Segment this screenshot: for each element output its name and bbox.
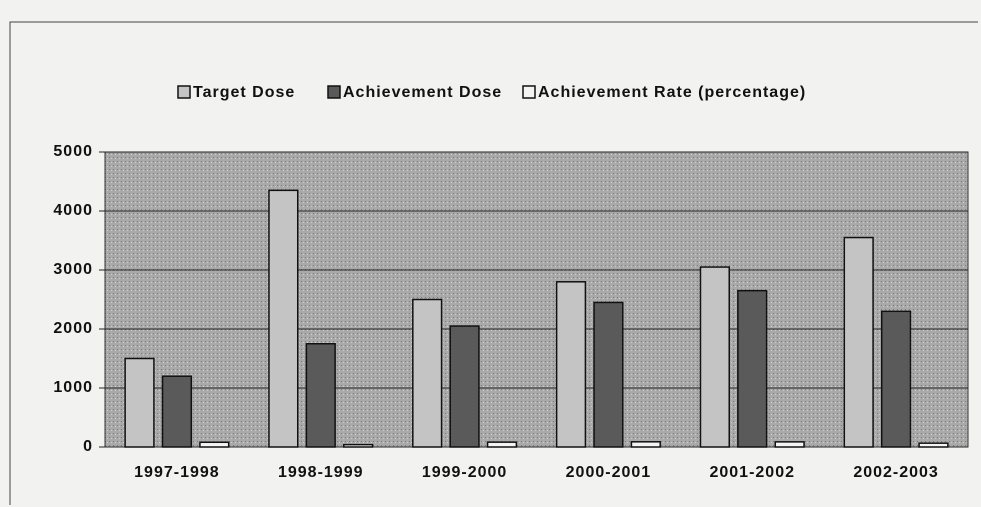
bar: [737, 289, 768, 448]
y-tick-label: 0: [83, 438, 93, 455]
y-tick-label: 1000: [53, 379, 93, 396]
y-tick-label: 4000: [53, 202, 93, 219]
bar: [268, 189, 299, 448]
bar: [880, 310, 912, 448]
chart-frame: [9, 21, 978, 505]
y-tick-label: 2000: [53, 320, 93, 337]
bar: [449, 325, 480, 448]
legend-label: Achievement Rate (percentage): [538, 84, 806, 101]
bar: [486, 441, 518, 448]
bar: [161, 375, 193, 448]
bar: [305, 343, 336, 448]
bar: [412, 298, 443, 448]
bar: [774, 441, 805, 448]
legend-swatch: [177, 85, 191, 99]
bar: [593, 301, 624, 448]
y-tick-label: 3000: [53, 261, 93, 278]
legend-label: Achievement Dose: [343, 84, 502, 101]
legend-label: Target Dose: [193, 84, 295, 101]
x-tick-label: 1998-1999: [278, 464, 364, 481]
bar: [843, 236, 874, 448]
x-tick-label: 2001-2002: [709, 464, 795, 481]
legend-swatch: [522, 85, 536, 99]
plot-area: [104, 151, 969, 448]
legend: Target Dose Achievement Dose Achievement R…: [177, 84, 806, 101]
x-tick-label: 1999-2000: [422, 464, 508, 481]
bar: [555, 281, 587, 448]
x-tick-label: 2002-2003: [853, 464, 939, 481]
bar: [699, 266, 730, 448]
legend-swatch: [327, 85, 341, 99]
bar: [124, 357, 155, 448]
bar: [199, 441, 230, 448]
bar: [630, 441, 661, 448]
bar: [918, 442, 949, 448]
x-tick-label: 2000-2001: [566, 464, 652, 481]
y-tick-label: 5000: [53, 143, 93, 160]
bar: [343, 443, 374, 448]
x-tick-label: 1997-1998: [134, 464, 220, 481]
